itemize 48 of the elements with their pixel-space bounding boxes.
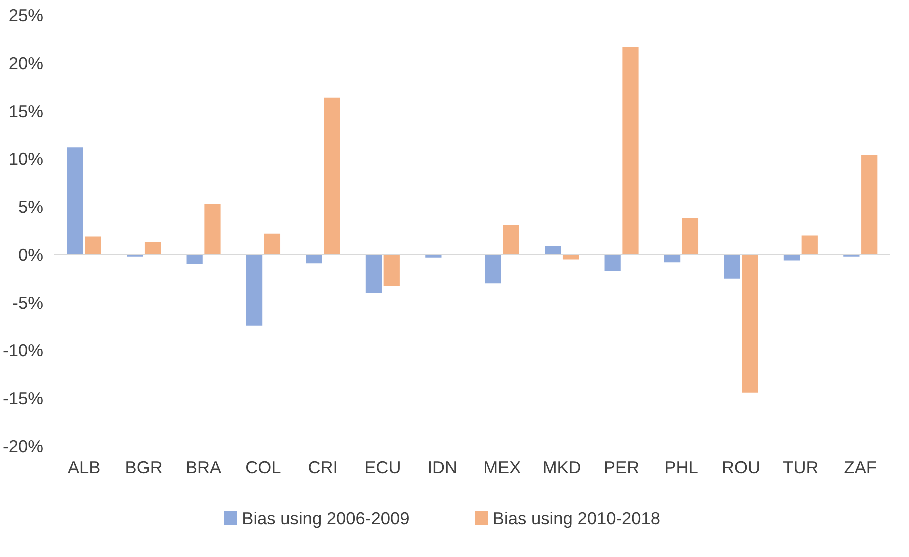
- legend-label: Bias using 2010-2018: [492, 508, 661, 528]
- bar: [366, 254, 382, 294]
- x-tick-label: TUR: [783, 458, 819, 478]
- x-tick-label: MKD: [542, 458, 582, 478]
- x-tick-label: BRA: [186, 458, 222, 478]
- x-tick-label: IDN: [428, 458, 458, 478]
- bar: [204, 204, 221, 255]
- bar: [682, 218, 699, 255]
- bar: [306, 254, 322, 264]
- x-tick-label: ECU: [364, 458, 402, 478]
- x-tick-label: PHL: [664, 458, 699, 478]
- bar: [503, 225, 520, 255]
- bar: [186, 254, 203, 265]
- x-tick-label: ROU: [722, 458, 760, 478]
- bar: [664, 254, 681, 263]
- bar: [324, 98, 340, 255]
- y-tick-label: -20%: [3, 436, 44, 456]
- bar: [742, 254, 758, 393]
- x-tick-label: CRI: [308, 458, 338, 478]
- x-tick-label: PER: [604, 458, 640, 478]
- bar: [384, 254, 400, 287]
- y-tick-label: 0%: [18, 244, 44, 265]
- y-tick-label: 5%: [18, 197, 44, 218]
- y-tick-label: -10%: [3, 340, 44, 361]
- x-tick-label: MEX: [484, 458, 522, 478]
- y-tick-label: 10%: [8, 149, 44, 170]
- bar: [246, 254, 263, 326]
- y-tick-label: -5%: [12, 292, 44, 313]
- y-tick-label: -15%: [3, 388, 44, 409]
- y-tick-label: 25%: [8, 6, 44, 26]
- y-tick-label: 20%: [8, 53, 44, 74]
- bar: [264, 234, 281, 255]
- bar: [67, 148, 84, 255]
- bar: [144, 242, 162, 255]
- bar: [862, 155, 878, 255]
- bar: [485, 254, 502, 284]
- legend-label: Bias using 2006-2009: [242, 508, 410, 528]
- bar: [545, 246, 562, 255]
- x-tick-label: BGR: [125, 458, 163, 478]
- bar: [622, 47, 639, 255]
- x-tick-label: COL: [246, 458, 282, 478]
- bar: [85, 236, 102, 255]
- x-tick-label: ZAF: [844, 458, 878, 478]
- bar: [604, 254, 621, 272]
- bar: [802, 236, 818, 255]
- bar: [724, 254, 740, 279]
- x-tick-label: ALB: [68, 458, 101, 478]
- y-tick-label: 15%: [8, 101, 44, 122]
